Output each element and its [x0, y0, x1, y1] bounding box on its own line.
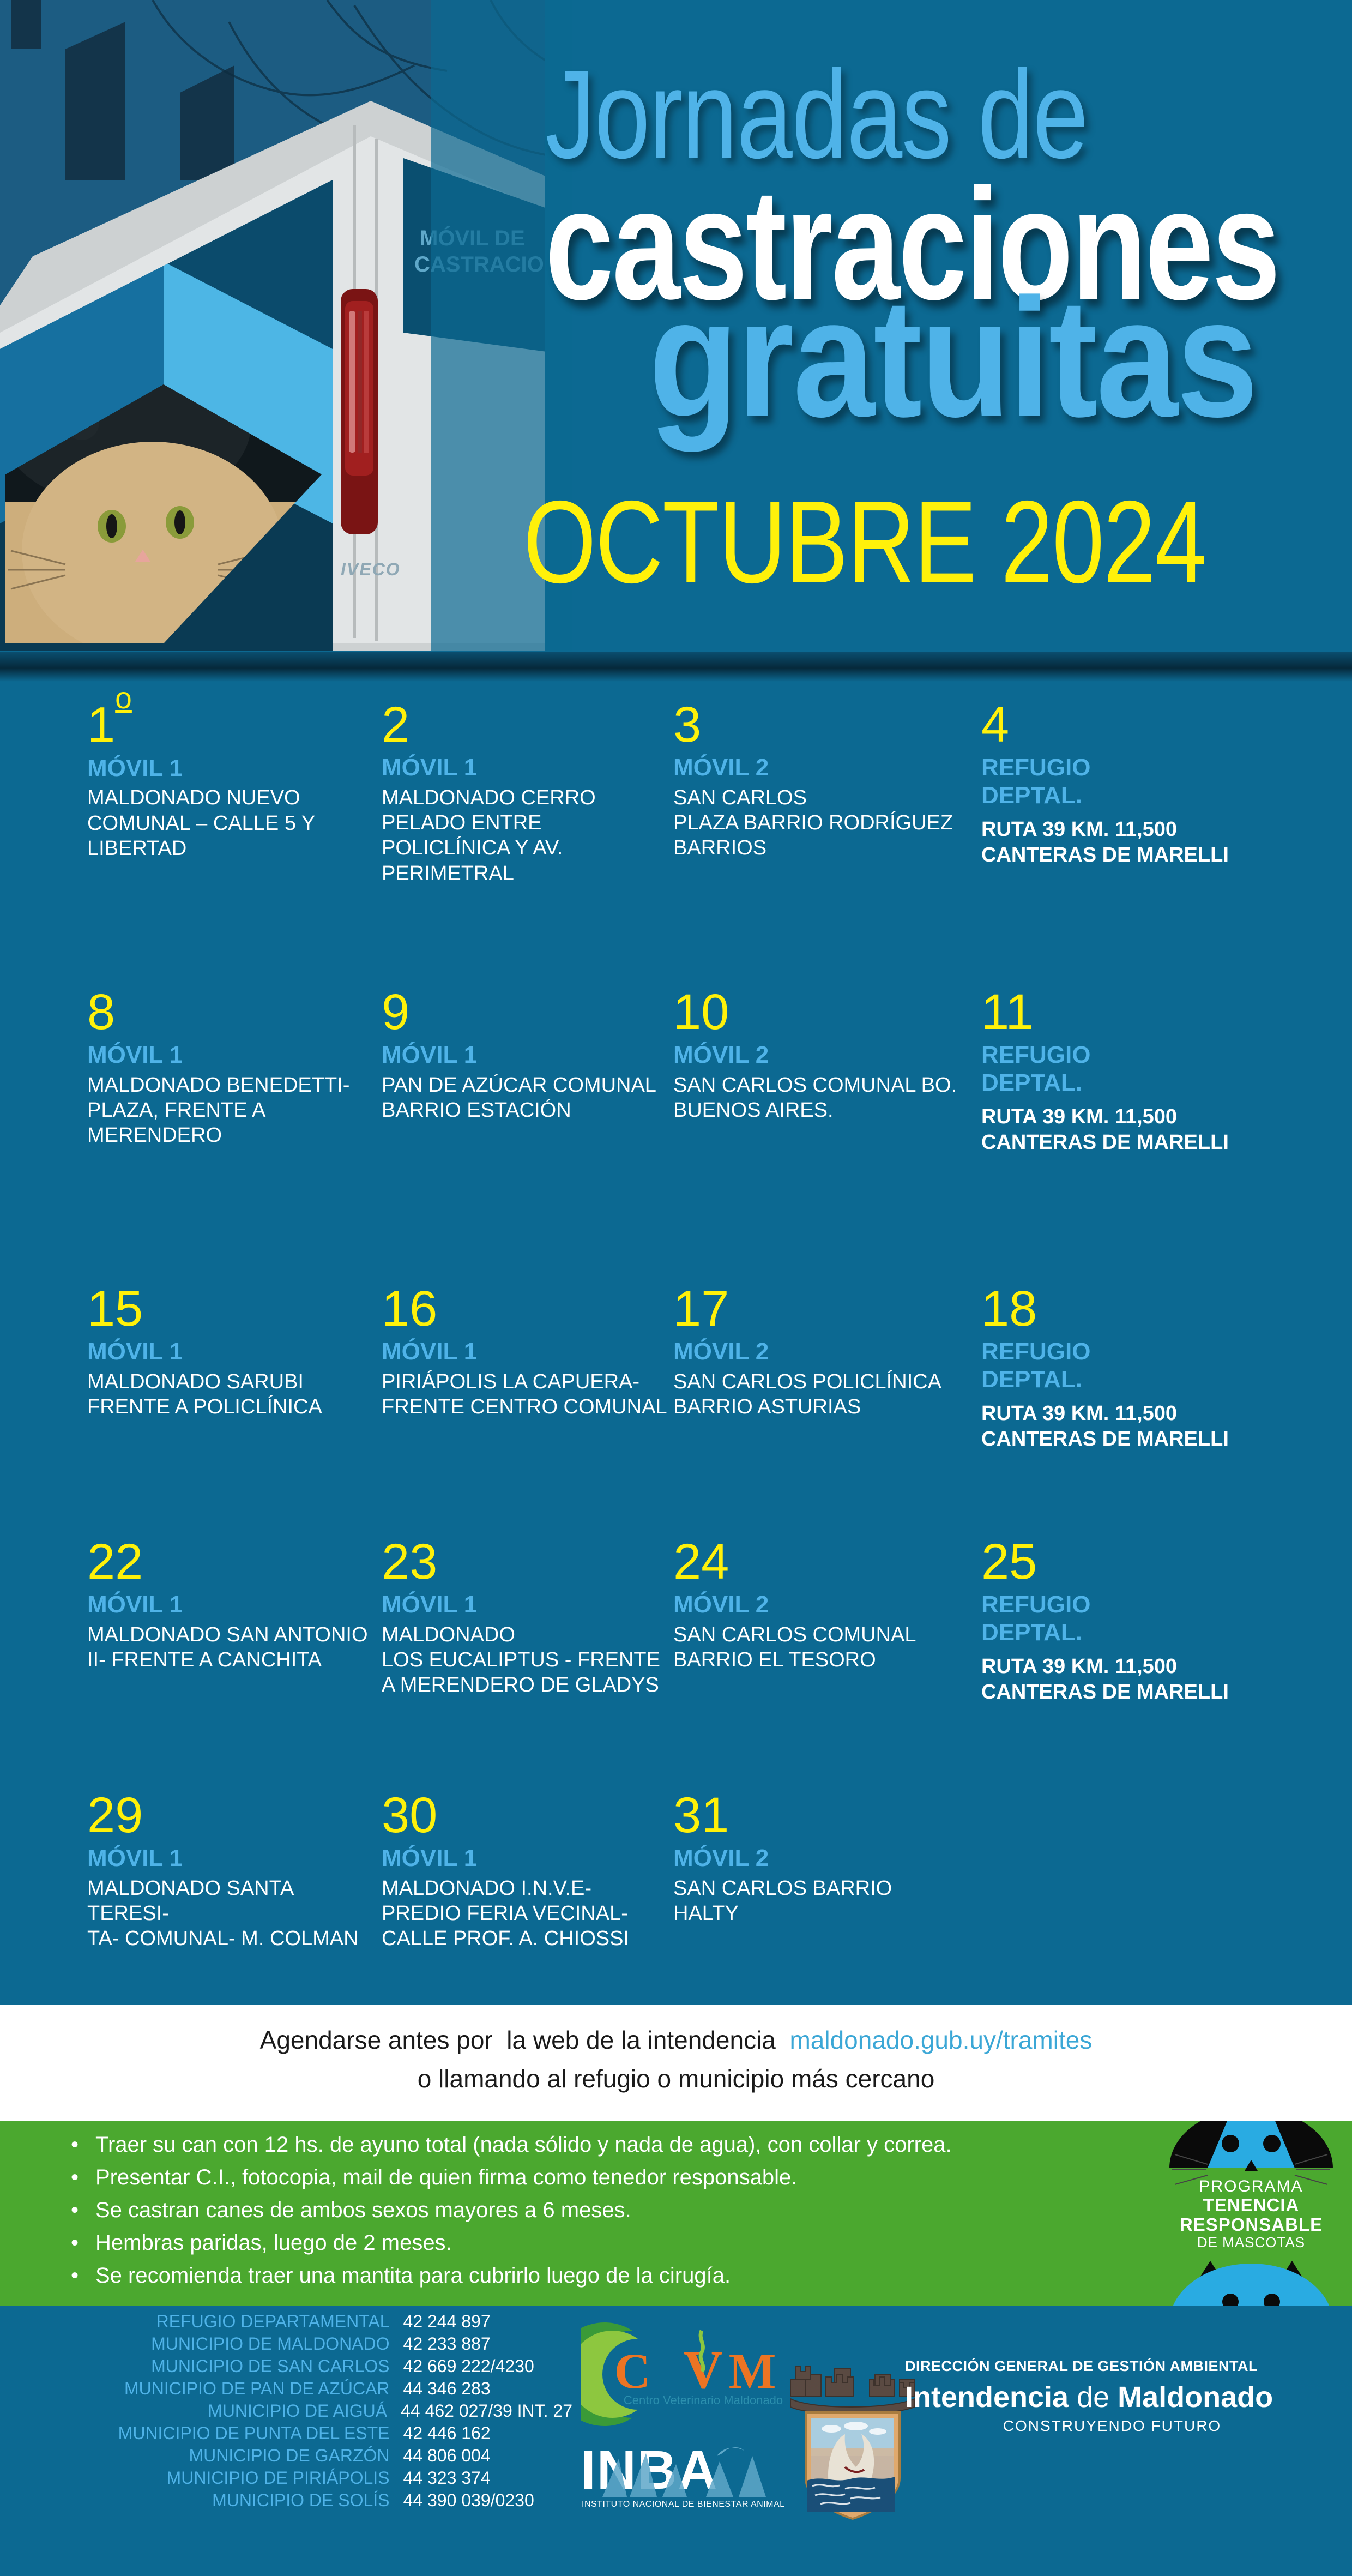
svg-text:M: M: [729, 2343, 776, 2399]
svg-text:Centro Veterinario Maldonado: Centro Veterinario Maldonado: [624, 2393, 783, 2407]
svg-text:DE MASCOTAS: DE MASCOTAS: [1197, 2234, 1305, 2250]
svg-text:PROGRAMA: PROGRAMA: [1199, 2177, 1303, 2195]
svg-text:C: C: [614, 2343, 650, 2399]
svg-text:RESPONSABLE: RESPONSABLE: [1180, 2214, 1323, 2235]
svg-text:TENENCIA: TENENCIA: [1203, 2195, 1300, 2215]
svg-text:INSTITUTO NACIONAL DE BIENESTA: INSTITUTO NACIONAL DE BIENESTAR ANIMAL: [582, 2500, 785, 2509]
svg-text:IVECO: IVECO: [341, 559, 401, 579]
